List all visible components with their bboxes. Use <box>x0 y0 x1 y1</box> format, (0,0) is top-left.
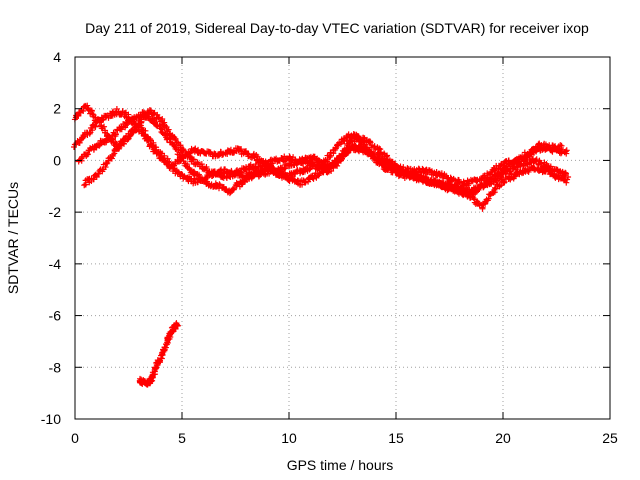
data-point <box>365 147 372 154</box>
x-axis-label: GPS time / hours <box>287 457 394 473</box>
data-point <box>397 163 404 170</box>
data-point <box>180 146 187 153</box>
grid-lines <box>75 57 610 419</box>
data-point <box>95 170 102 177</box>
data-point <box>172 145 179 152</box>
data-point <box>110 151 117 158</box>
y-tick-label: -8 <box>49 359 62 375</box>
data-point <box>75 139 82 146</box>
data-point <box>165 126 172 133</box>
data-point <box>157 125 164 132</box>
y-tick-label: -10 <box>41 411 61 427</box>
data-point <box>149 143 156 150</box>
data-point <box>142 127 149 134</box>
data-point <box>133 127 140 134</box>
data-point <box>180 147 187 154</box>
data-point <box>326 154 333 161</box>
tick-labels: 0 5 10 15 20 25 -10 -8 -6 -4 -2 0 2 4 <box>41 49 618 446</box>
data-point <box>539 164 546 171</box>
data-point <box>357 144 364 151</box>
data-point <box>112 131 119 138</box>
y-tick-label: 0 <box>53 152 61 168</box>
data-point <box>563 147 570 154</box>
data-point <box>490 189 497 196</box>
data-point <box>184 161 191 168</box>
data-point <box>155 114 162 121</box>
data-point <box>557 142 564 149</box>
data-point <box>505 157 512 164</box>
chart-title: Day 211 of 2019, Sidereal Day-to-day VTE… <box>85 20 589 36</box>
data-point <box>547 168 554 175</box>
data-point <box>210 168 217 175</box>
data-point <box>96 119 103 126</box>
data-point <box>557 150 564 157</box>
y-tick-label: 4 <box>53 49 61 65</box>
data-point <box>562 148 569 155</box>
y-tick-label: -2 <box>49 204 62 220</box>
data-point <box>343 145 350 152</box>
data-point <box>558 142 565 149</box>
y-tick-label: -6 <box>49 308 62 324</box>
data-point <box>158 126 165 133</box>
x-tick-label: 10 <box>281 430 297 446</box>
data-point <box>87 145 94 152</box>
data-point <box>505 165 512 172</box>
y-tick-label: -4 <box>49 256 62 272</box>
data-point <box>254 153 261 160</box>
y-axis-label: SDTVAR / TECUs <box>5 182 21 294</box>
data-point <box>151 117 158 124</box>
data-point <box>82 181 89 188</box>
data-point <box>150 139 157 146</box>
data-point <box>101 123 108 130</box>
data-point <box>252 165 259 172</box>
data-point <box>169 161 176 168</box>
data-point <box>238 146 245 153</box>
data-point <box>92 123 99 130</box>
y-tick-label: 2 <box>53 101 61 117</box>
data-point <box>563 179 570 186</box>
data-point <box>150 110 157 117</box>
data-point <box>339 150 346 157</box>
x-tick-label: 20 <box>495 430 511 446</box>
data-point <box>233 179 240 186</box>
plot-frame <box>74 56 611 420</box>
series-track-5 <box>136 320 181 388</box>
data-points <box>71 102 572 388</box>
data-point <box>283 172 290 179</box>
axis-ticks <box>74 56 611 420</box>
data-point <box>124 121 131 128</box>
data-point <box>75 112 82 119</box>
data-point <box>492 185 499 192</box>
x-tick-label: 25 <box>602 430 618 446</box>
data-point <box>562 170 569 177</box>
data-point <box>318 159 325 166</box>
data-point <box>171 143 178 150</box>
data-point <box>84 151 91 158</box>
x-tick-label: 5 <box>178 430 186 446</box>
data-point <box>139 126 146 133</box>
data-point <box>161 119 168 126</box>
data-point <box>174 322 181 329</box>
data-point <box>238 169 245 176</box>
data-point <box>93 174 100 181</box>
series-track-4 <box>75 109 565 197</box>
data-point <box>562 169 569 176</box>
data-point <box>160 154 167 161</box>
data-point <box>179 154 186 161</box>
data-point <box>163 132 170 139</box>
data-point <box>564 176 571 183</box>
x-tick-label: 15 <box>388 430 404 446</box>
data-point <box>88 108 95 115</box>
data-point <box>355 133 362 140</box>
data-point <box>159 115 166 122</box>
data-point <box>270 164 277 171</box>
x-tick-label: 0 <box>71 430 79 446</box>
data-point <box>325 166 332 173</box>
